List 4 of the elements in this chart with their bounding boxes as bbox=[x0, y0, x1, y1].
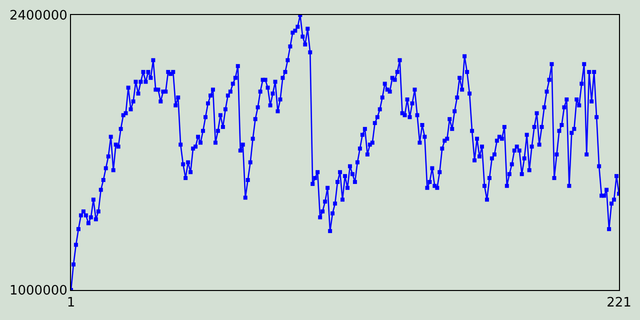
x-tick-label: 1 bbox=[66, 296, 76, 311]
y-tick-label: 1000000 bbox=[9, 284, 68, 299]
y-tick-label: 2400000 bbox=[9, 8, 68, 24]
x-tick-label: 221 bbox=[606, 296, 632, 311]
